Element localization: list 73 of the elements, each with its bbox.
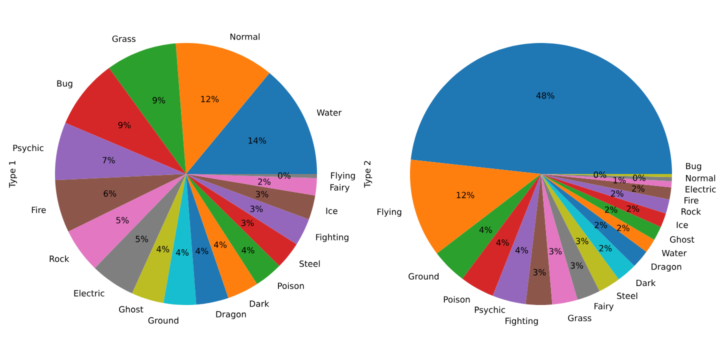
data-label: 4% [196,248,208,254]
data-label: 5% [116,217,129,224]
data-label: 5% [136,236,148,242]
slice-label: Rock [50,255,70,262]
slice-label: Fighting [506,318,538,326]
data-label: 4% [496,239,509,246]
data-label: 12% [456,192,474,198]
slice-label: Water [662,250,687,256]
data-label: 2% [599,245,612,252]
data-label: 4% [515,247,528,254]
data-label: 9% [118,122,131,128]
data-label: 3% [256,190,268,198]
slice-label: Ice [676,222,688,228]
slice-label: Fairy [594,302,614,312]
data-label: 9% [152,97,166,104]
data-label: 2% [632,185,644,192]
data-label: 2% [604,206,618,213]
data-label: 3% [241,220,254,226]
slice-label: Poison [444,296,470,303]
data-label: 14% [248,137,266,144]
data-label: 48% [536,92,554,99]
slice-label: Psychic [13,144,44,153]
data-label: 4% [156,246,170,252]
data-label: 3% [576,238,588,244]
slice-label: Ghost [670,236,694,243]
slice-label: Fighting [316,234,348,242]
slice-label: Fairy [330,184,350,192]
slice-label: Dark [636,280,656,286]
slice-label: Electric [74,290,104,296]
slice-label: Ground [408,273,439,280]
slice-label: Dark [250,300,270,307]
slice-label: Bug [686,162,702,171]
slice-label: Steel [300,260,320,267]
slice-label: Steel [617,292,638,300]
data-label: 3% [533,269,546,276]
slice-label: Ice [326,208,338,214]
data-label: 2% [626,206,640,212]
slice-label: Ground [148,317,178,324]
data-label: 2% [258,178,270,185]
data-label: 4% [176,249,189,256]
slice-label: Grass [112,36,136,42]
slice-label: Rock [682,208,702,215]
slice-label: Normal [686,174,716,182]
data-label: 1% [614,176,626,184]
data-label: 3% [250,206,263,212]
slice-label: Psychic [474,306,505,315]
data-label: 6% [104,190,116,197]
slice-label: Dragon [652,264,682,272]
data-label: 2% [594,222,608,228]
slice-label: Grass [568,314,592,322]
slice-label: Bug [57,80,72,88]
data-label: 3% [570,262,584,269]
slice-label: Normal [230,33,260,40]
slice-label: Fire [684,197,698,204]
data-label: 12% [201,96,219,102]
data-label: 4% [479,226,492,233]
data-label: 0% [594,171,606,178]
data-label: 2% [611,190,624,197]
slice-label: Electric [686,186,716,192]
text: Type 1 [9,161,18,188]
data-label: 7% [102,156,115,164]
slice-label: Water [316,109,342,116]
slice-label: Poison [278,282,304,290]
text: Type 2 [364,161,372,188]
slice-label: Flying [377,208,402,217]
data-label: 4% [242,246,254,254]
slice-label: Flying [331,172,355,180]
slice-label: Ghost [119,306,144,313]
slice-label: Fire [32,206,46,214]
data-label: 2% [617,224,630,232]
slice-label: Dragon [216,311,246,320]
data-label: 4% [214,242,227,248]
data-label: 3% [549,248,562,254]
